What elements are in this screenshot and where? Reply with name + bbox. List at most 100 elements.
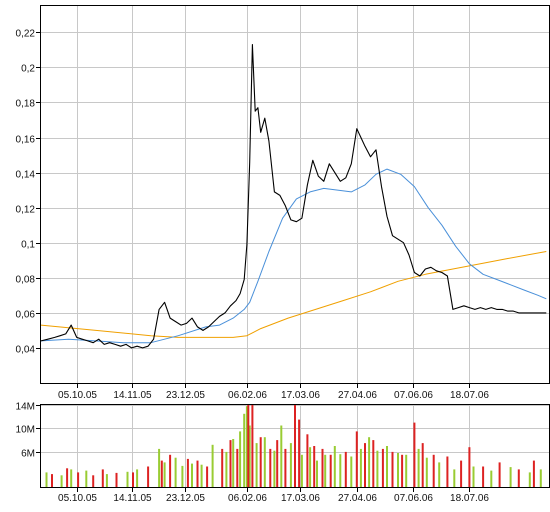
- volume-bar-up: [339, 454, 342, 487]
- volume-bar-down: [313, 446, 316, 487]
- price-y-tick-label: 0,16: [16, 135, 36, 146]
- volume-bar-down: [294, 405, 296, 487]
- volume-bar-down: [432, 454, 435, 487]
- volume-bar-down: [329, 454, 332, 487]
- volume-bar-up: [245, 406, 248, 487]
- volume-bar-up: [70, 469, 73, 487]
- volume-bar-down: [517, 469, 520, 487]
- volume-bar-up: [289, 443, 292, 487]
- volume-bar-up: [136, 469, 139, 487]
- volume-bar-up: [243, 413, 246, 487]
- volume-bar-up: [359, 448, 362, 487]
- volume-bar-up: [509, 467, 512, 487]
- volume-bar-down: [147, 466, 150, 487]
- volume-bar-up: [324, 454, 327, 487]
- volume-bar-up: [255, 443, 258, 487]
- volume-bar-down: [372, 440, 375, 487]
- volume-bar-up: [417, 448, 420, 487]
- volume-bar-down: [344, 451, 347, 487]
- price-x-tick-label: 27.04.06: [338, 390, 377, 401]
- volume-bar-up: [248, 425, 251, 487]
- volume-bar-up: [376, 450, 379, 487]
- volume-bar-up: [273, 450, 276, 487]
- volume-bar-down: [269, 448, 272, 487]
- volume-bar-down: [132, 472, 134, 487]
- volume-bar-up: [45, 472, 48, 487]
- volume-x-tick-label: 14.11.05: [113, 493, 152, 504]
- volume-bar-up: [528, 472, 531, 487]
- volume-bar-down: [259, 437, 262, 487]
- price-y-tick-label: 0,22: [16, 29, 36, 40]
- volume-bar-up: [200, 464, 203, 487]
- price-x-axis: 05.10.05 14.11.05 23.12.05 06.02.06 17.03.06…: [58, 383, 489, 401]
- price-y-axis: 0,04 0,06 0,08 0,1 0,12 0,14 0,16 0,18 0,2 0,22: [16, 29, 41, 356]
- volume-x-tick-label: 17.03.06: [281, 493, 320, 504]
- volume-bar-up: [333, 446, 336, 487]
- volume-bar-down: [498, 462, 501, 487]
- volume-bar-up: [263, 437, 266, 487]
- volume-bar-up: [350, 456, 353, 487]
- volume-bar-down: [251, 405, 254, 487]
- volume-bar-down: [460, 460, 463, 487]
- volume-x-axis: 05.10.05 14.11.05 23.12.05 06.02.06 17.03.06…: [58, 487, 489, 504]
- volume-bar-up: [211, 444, 214, 487]
- price-panel: 0,04 0,06 0,08 0,1 0,12 0,14 0,16 0,18 0,2 0,22 0…: [16, 5, 550, 401]
- volume-y-tick-label: 14M: [16, 402, 35, 413]
- volume-bar-up: [60, 475, 63, 487]
- price-x-tick-label: 07.06.06: [394, 390, 433, 401]
- volume-bar-down: [381, 448, 384, 487]
- volume-bar-down: [169, 454, 172, 487]
- price-x-tick-label: 05.10.05: [58, 390, 97, 401]
- volume-bar-up: [239, 431, 242, 487]
- price-lines: [40, 44, 547, 349]
- price-x-tick-label: 06.02.06: [228, 390, 267, 401]
- volume-x-tick-label: 06.02.06: [228, 493, 267, 504]
- volume-bar-down: [229, 440, 232, 487]
- price-x-tick-label: 17.03.06: [281, 390, 320, 401]
- volume-bar-up: [126, 471, 129, 487]
- volume-bar-up: [405, 454, 408, 487]
- volume-bar-down: [206, 466, 209, 487]
- volume-bar-down: [306, 434, 309, 487]
- volume-bar-up: [316, 460, 318, 487]
- volume-bar-up: [300, 454, 303, 487]
- volume-bar-down: [186, 458, 189, 487]
- volume-bar-up: [539, 469, 542, 487]
- volume-bar-up: [472, 466, 475, 487]
- volume-bar-down: [247, 405, 250, 487]
- volume-bars: [45, 405, 542, 487]
- volume-bar-up: [232, 439, 235, 487]
- price-y-tick-label: 0,08: [16, 275, 36, 286]
- price-y-tick-label: 0,14: [16, 170, 36, 181]
- volume-bar-down: [355, 431, 358, 487]
- volume-bar-down: [92, 475, 95, 487]
- volume-bar-down: [276, 440, 279, 487]
- volume-bar-up: [174, 457, 177, 487]
- volume-bar-up: [163, 462, 166, 487]
- volume-bar-up: [225, 451, 228, 487]
- volume-bar-up: [386, 446, 388, 487]
- volume-y-tick-label: 10M: [16, 425, 35, 436]
- volume-bar-down: [401, 454, 404, 487]
- volume-bar-up: [280, 425, 283, 487]
- volume-bar-down: [468, 447, 471, 487]
- volume-x-tick-label: 07.06.06: [394, 493, 433, 504]
- volume-bar-down: [160, 460, 163, 487]
- price-x-tick-label: 18.07.06: [450, 390, 489, 401]
- line-price: [40, 44, 547, 349]
- price-y-tick-label: 0,1: [21, 240, 35, 251]
- volume-bar-up: [181, 465, 184, 487]
- volume-bar-up: [309, 447, 312, 487]
- price-x-tick-label: 14.11.05: [113, 390, 152, 401]
- volume-bar-up: [85, 470, 88, 487]
- volume-bar-up: [438, 462, 441, 487]
- volume-bar-down: [221, 448, 224, 487]
- volume-bar-down: [446, 456, 449, 487]
- volume-bar-up: [105, 474, 108, 487]
- volume-bar-down: [298, 419, 301, 487]
- volume-bar-up: [158, 448, 161, 487]
- price-grid: [41, 6, 549, 383]
- volume-panel: 6M 10M 14M 05.10.05 14.11.05 23.12.05 06.02.0…: [16, 402, 550, 504]
- volume-bar-down: [413, 422, 416, 487]
